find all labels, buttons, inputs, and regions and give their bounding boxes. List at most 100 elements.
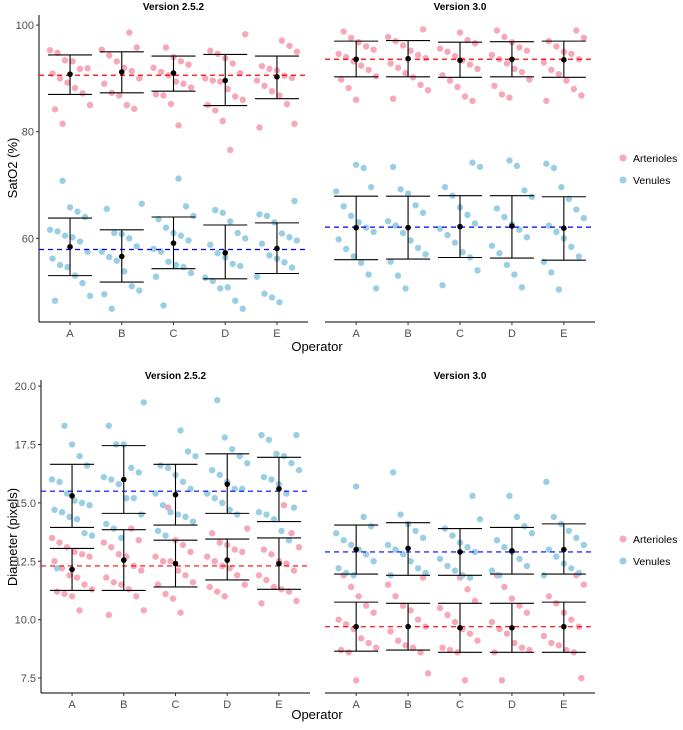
data-point-arterioles: [526, 646, 533, 654]
data-point-arterioles: [345, 84, 352, 92]
data-point-venules: [69, 234, 76, 241]
data-point-arterioles: [389, 95, 397, 102]
data-point-arterioles: [444, 48, 451, 55]
data-point-venules: [573, 534, 580, 542]
data-point-arterioles: [217, 78, 224, 85]
data-point-venules: [412, 527, 419, 535]
data-point-arterioles: [48, 534, 56, 542]
data-point-arterioles: [407, 607, 414, 614]
data-point-arterioles: [352, 677, 360, 684]
data-point-arterioles: [59, 120, 66, 127]
data-point-venules: [372, 285, 380, 292]
data-point-arterioles: [159, 558, 167, 565]
data-point-venules: [394, 272, 402, 279]
mean-point: [172, 560, 179, 567]
mean-point: [353, 56, 359, 63]
data-point-arterioles: [461, 93, 469, 100]
data-point-arterioles: [540, 632, 548, 640]
mean-point: [172, 491, 179, 498]
data-point-venules: [76, 452, 83, 460]
data-point-arterioles: [69, 58, 76, 65]
data-point-arterioles: [387, 628, 394, 635]
data-point-arterioles: [206, 583, 213, 591]
data-point-arterioles: [86, 553, 93, 560]
data-point-venules: [466, 574, 474, 581]
data-point-venules: [521, 187, 528, 194]
data-point-venules: [244, 459, 251, 467]
data-point-arterioles: [216, 539, 223, 546]
data-point-arterioles: [540, 59, 548, 66]
data-point-venules: [78, 499, 86, 507]
legend-key-venules: [619, 176, 627, 184]
data-point-venules: [123, 494, 130, 502]
mean-point: [222, 249, 229, 256]
data-point-arterioles: [86, 101, 94, 109]
data-point-venules: [202, 274, 209, 281]
data-point-venules: [488, 242, 496, 249]
data-point-venules: [184, 448, 192, 455]
data-point-arterioles: [115, 551, 122, 558]
data-point-arterioles: [580, 34, 588, 42]
data-point-venules: [278, 527, 285, 535]
data-point-venules: [540, 258, 548, 265]
data-point-venules: [412, 202, 419, 209]
facet-title: Version 2.5.2: [145, 371, 207, 382]
data-point-venules: [227, 218, 234, 225]
data-point-venules: [342, 245, 350, 253]
data-point-venules: [209, 466, 216, 474]
data-point-arterioles: [355, 593, 362, 600]
data-point-venules: [103, 520, 110, 528]
data-point-venules: [439, 282, 446, 289]
data-point-venules: [54, 228, 61, 235]
data-point-venules: [268, 476, 275, 483]
data-point-arterioles: [464, 586, 471, 593]
data-point-arterioles: [580, 581, 588, 588]
mean-point: [509, 56, 515, 63]
data-point-arterioles: [488, 51, 496, 59]
data-point-arterioles: [110, 579, 117, 586]
data-point-arterioles: [352, 96, 360, 103]
data-point-arterioles: [79, 90, 86, 97]
legend-label: Venules: [633, 556, 670, 568]
data-point-venules: [51, 297, 59, 304]
data-point-arterioles: [160, 92, 167, 99]
mean-point: [120, 476, 127, 483]
data-point-venules: [528, 193, 536, 200]
data-point-arterioles: [548, 639, 555, 647]
data-point-venules: [558, 183, 565, 191]
mean-point: [170, 70, 177, 76]
data-point-arterioles: [335, 616, 342, 623]
data-point-venules: [66, 204, 74, 211]
data-point-venules: [506, 157, 513, 164]
data-point-venules: [165, 258, 172, 265]
mean-point: [222, 77, 229, 84]
data-point-venules: [419, 209, 427, 216]
data-point-venules: [231, 485, 238, 493]
data-point-venules: [540, 572, 548, 579]
data-point-arterioles: [491, 82, 498, 90]
data-point-arterioles: [78, 551, 86, 558]
data-point-arterioles: [152, 553, 159, 560]
data-point-venules: [278, 230, 286, 237]
data-point-arterioles: [108, 544, 115, 551]
x-tick-label: A: [66, 328, 74, 340]
data-point-arterioles: [347, 583, 355, 591]
data-point-arterioles: [394, 64, 402, 71]
data-point-venules: [83, 462, 91, 469]
data-point-arterioles: [66, 572, 73, 579]
data-point-venules: [174, 511, 182, 518]
data-point-venules: [365, 271, 372, 278]
mean-point: [561, 623, 567, 630]
data-point-venules: [113, 257, 120, 264]
data-point-arterioles: [103, 574, 110, 581]
data-point-arterioles: [268, 551, 275, 558]
data-point-arterioles: [286, 42, 293, 50]
data-point-venules: [488, 567, 496, 574]
data-point-arterioles: [172, 78, 180, 85]
data-point-venules: [280, 452, 288, 460]
data-point-arterioles: [211, 558, 218, 565]
mean-point: [353, 224, 359, 231]
mean-point: [274, 245, 280, 252]
data-point-venules: [293, 431, 300, 439]
mean-point: [457, 625, 463, 631]
